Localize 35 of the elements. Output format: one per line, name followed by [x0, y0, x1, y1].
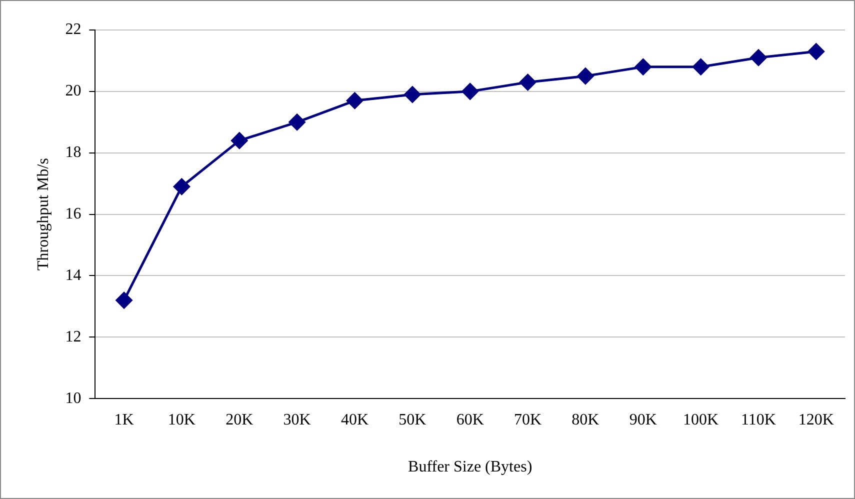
x-tick-label: 110K: [741, 411, 776, 428]
point: [173, 178, 190, 195]
x-tick-label: 90K: [629, 411, 658, 428]
y-tick-label: 10: [65, 390, 82, 407]
point: [577, 68, 594, 84]
x-tick-label: 60K: [456, 411, 484, 428]
point: [520, 74, 536, 90]
point: [346, 92, 363, 109]
x-tick-label: 100K: [683, 411, 720, 428]
y-tick-label: 18: [65, 144, 82, 162]
y-axis-title: Throughput Mb/s: [34, 158, 52, 271]
x-tick-label: 50K: [398, 411, 427, 428]
x-tick-label: 120K: [798, 411, 834, 428]
y-tick-label: 14: [65, 266, 82, 284]
x-tick-label: 70K: [514, 411, 542, 428]
y-tick-label: 22: [65, 21, 82, 38]
x-tick-label: 30K: [283, 411, 312, 428]
point: [231, 132, 248, 149]
point: [288, 114, 306, 130]
x-tick-label: 10K: [168, 411, 196, 428]
point: [116, 292, 132, 309]
x-tick-label: 1K: [114, 411, 134, 428]
y-tick-label: 16: [65, 206, 82, 223]
point: [750, 49, 767, 66]
point: [634, 58, 652, 76]
y-tick-label: 12: [65, 328, 82, 346]
x-axis-title: Buffer Size (Bytes): [408, 458, 532, 476]
point: [808, 43, 824, 60]
x-tick-label: 20K: [226, 411, 254, 428]
point: [462, 83, 478, 100]
point: [404, 86, 421, 103]
point: [692, 58, 710, 76]
y-tick-label: 20: [65, 82, 82, 100]
x-tick-label: 40K: [340, 411, 369, 428]
x-tick-label: 80K: [572, 411, 600, 428]
